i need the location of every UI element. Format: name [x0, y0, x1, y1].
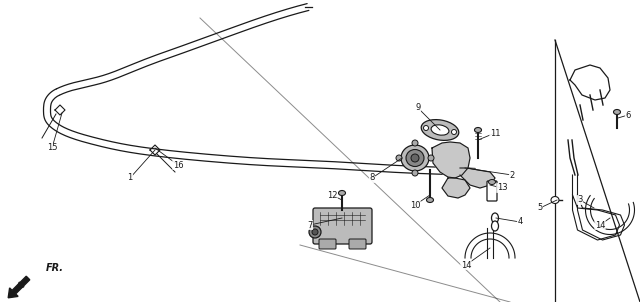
FancyBboxPatch shape — [313, 208, 372, 244]
Ellipse shape — [406, 149, 424, 166]
Ellipse shape — [474, 127, 481, 133]
Ellipse shape — [428, 155, 434, 161]
Ellipse shape — [492, 213, 499, 223]
Text: 6: 6 — [625, 111, 630, 120]
Text: 10: 10 — [410, 201, 420, 210]
FancyBboxPatch shape — [349, 239, 366, 249]
Text: 7: 7 — [307, 220, 313, 230]
Ellipse shape — [339, 191, 346, 195]
FancyBboxPatch shape — [487, 181, 497, 201]
Ellipse shape — [401, 145, 429, 171]
Polygon shape — [442, 178, 470, 198]
Ellipse shape — [312, 229, 318, 235]
Text: 12: 12 — [327, 191, 337, 200]
Text: 14: 14 — [595, 220, 605, 230]
Text: 3: 3 — [577, 195, 582, 204]
Ellipse shape — [424, 126, 429, 130]
Text: 15: 15 — [47, 143, 57, 153]
Ellipse shape — [492, 221, 499, 231]
Text: 1: 1 — [127, 174, 132, 182]
FancyBboxPatch shape — [319, 239, 336, 249]
Ellipse shape — [309, 226, 321, 238]
Ellipse shape — [426, 198, 433, 203]
Text: 14: 14 — [461, 261, 471, 269]
Polygon shape — [460, 168, 495, 188]
FancyArrow shape — [8, 276, 30, 298]
Text: 13: 13 — [497, 184, 508, 192]
Ellipse shape — [412, 170, 418, 176]
Text: 11: 11 — [490, 128, 500, 137]
Ellipse shape — [412, 140, 418, 146]
Text: 16: 16 — [173, 160, 183, 169]
Text: 9: 9 — [415, 104, 420, 113]
Ellipse shape — [421, 120, 459, 140]
Text: 4: 4 — [517, 217, 523, 226]
Ellipse shape — [396, 155, 402, 161]
Ellipse shape — [431, 125, 449, 135]
Text: FR.: FR. — [46, 263, 64, 273]
Text: 2: 2 — [509, 171, 515, 179]
Ellipse shape — [451, 130, 456, 134]
Ellipse shape — [488, 179, 495, 185]
Ellipse shape — [411, 154, 419, 162]
Ellipse shape — [551, 197, 559, 204]
Polygon shape — [432, 142, 470, 178]
Ellipse shape — [614, 110, 621, 114]
Text: 5: 5 — [538, 204, 543, 213]
Text: 8: 8 — [369, 174, 374, 182]
